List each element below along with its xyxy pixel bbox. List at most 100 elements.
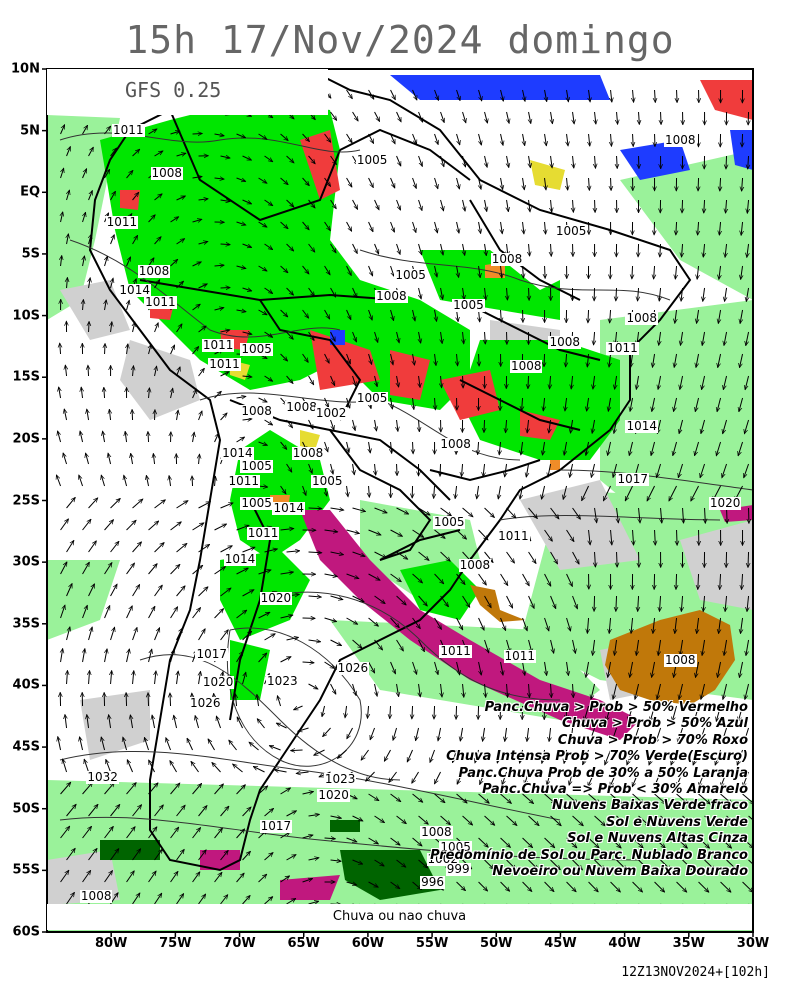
wind-arrow (346, 397, 350, 408)
wind-arrow (258, 265, 267, 271)
wind-arrow (440, 111, 445, 123)
wind-arrow (65, 365, 66, 377)
wind-arrow (681, 287, 683, 301)
wind-arrow (308, 858, 319, 860)
wind-arrow (610, 309, 611, 323)
wind-arrow (264, 419, 273, 425)
wind-arrow (294, 705, 303, 711)
wind-arrow (374, 815, 385, 823)
wind-arrow (198, 587, 208, 597)
wind-arrow (627, 749, 634, 765)
wind-arrow (507, 683, 508, 697)
wind-arrow (132, 893, 140, 905)
lat-tick-label: 10S (12, 308, 40, 324)
isobar-label: 1011 (144, 295, 177, 310)
wind-arrow (661, 507, 662, 523)
wind-arrow (616, 815, 628, 826)
wind-arrow (220, 287, 231, 288)
wind-arrow (88, 498, 98, 509)
wind-arrow (110, 804, 120, 817)
wind-arrow (368, 881, 379, 888)
wind-arrow (624, 485, 633, 501)
wind-arrow (694, 705, 700, 721)
wind-arrow (214, 784, 224, 795)
wind-arrow (83, 649, 85, 663)
wind-arrow (286, 331, 294, 339)
wind-arrow (368, 221, 374, 232)
wind-arrow (520, 749, 524, 763)
wind-arrow (87, 409, 89, 421)
wind-arrow (331, 463, 334, 474)
wind-arrow (220, 806, 229, 817)
wind-arrow (457, 265, 459, 277)
wind-arrow (638, 595, 639, 611)
wind-arrow (456, 661, 460, 675)
isobar-label: 1014 (118, 282, 151, 297)
wind-arrow (566, 837, 577, 848)
isobar-label: 1008 (375, 289, 408, 304)
wind-arrow (280, 177, 289, 185)
wind-arrow (720, 837, 732, 848)
wind-arrow (324, 838, 336, 839)
wind-arrow (572, 639, 576, 653)
wind-arrow (170, 871, 178, 883)
wind-arrow (176, 195, 186, 201)
wind-arrow (463, 683, 464, 697)
wind-arrow (456, 89, 461, 101)
wind-arrow (132, 627, 138, 641)
wind-arrow (198, 629, 206, 641)
wind-arrow (352, 859, 363, 864)
wind-arrow (572, 859, 583, 870)
wind-arrow (369, 485, 370, 497)
wind-arrow (698, 881, 709, 892)
wind-arrow (570, 419, 572, 433)
wind-arrow (418, 199, 422, 211)
wind-arrow (346, 573, 359, 579)
wind-arrow (242, 895, 251, 905)
wind-arrow (746, 639, 750, 656)
isobar-label: 1011 (201, 338, 235, 353)
wind-arrow (704, 199, 705, 213)
wind-arrow (522, 881, 532, 892)
wind-arrow (64, 409, 66, 421)
wind-arrow (264, 808, 274, 817)
legend-entry: Sol e Nuvens Altas Cinza (567, 831, 748, 847)
wind-arrow (456, 617, 464, 630)
wind-arrow (352, 551, 366, 556)
wind-arrow (727, 507, 728, 523)
wind-arrow (475, 749, 480, 763)
wind-arrow (220, 330, 230, 332)
wind-arrow (236, 785, 246, 795)
wind-arrow (198, 241, 208, 244)
lon-tick-label: 75W (159, 936, 192, 951)
wind-arrow (740, 309, 742, 324)
wind-arrow (485, 155, 488, 167)
wind-arrow (602, 485, 611, 501)
wind-arrow (176, 281, 184, 289)
wind-arrow (738, 441, 744, 456)
wind-arrow (544, 837, 555, 848)
isobar-label: 1026 (336, 661, 370, 676)
wind-arrow (616, 859, 627, 870)
wind-arrow (673, 397, 678, 412)
wind-arrow (198, 850, 207, 861)
wind-arrow (324, 133, 331, 142)
wind-arrow (346, 881, 357, 885)
isobar-label: 1002 (426, 852, 460, 867)
wind-arrow (435, 353, 436, 366)
wind-arrow (220, 200, 231, 201)
wind-arrow (258, 441, 268, 445)
wind-arrow (130, 715, 132, 729)
wind-arrow (302, 879, 313, 883)
wind-arrow (82, 870, 91, 883)
wind-arrow (739, 353, 744, 368)
legend-entry: Panc.Chuva => Prob < 30% Amarelo (482, 782, 748, 798)
wind-arrow (148, 258, 154, 267)
wind-arrow (308, 287, 315, 296)
wind-arrow (60, 870, 69, 883)
wind-arrow (104, 387, 105, 399)
wind-arrow (324, 265, 331, 275)
wind-arrow (595, 199, 596, 212)
wind-arrow (746, 287, 748, 302)
wind-arrow (695, 661, 700, 678)
